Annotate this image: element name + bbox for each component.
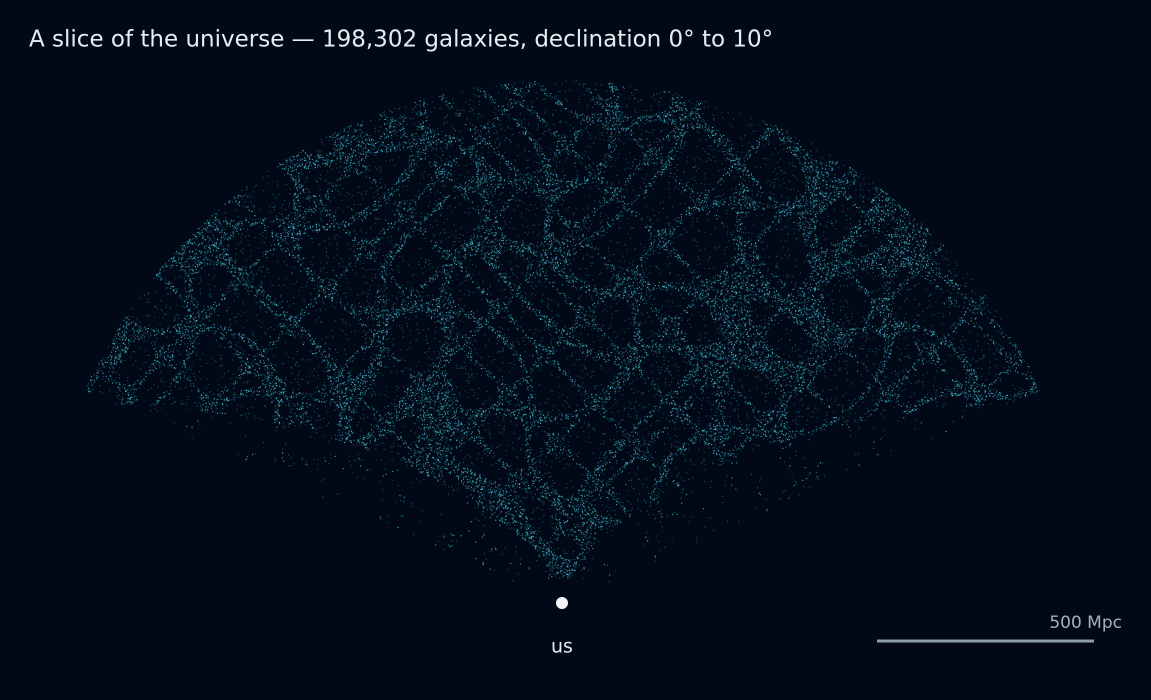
title: A slice of the universe — 198,302 galaxi… [29,27,773,53]
observer-label: us [551,636,573,658]
galaxy-field [86,80,1041,583]
scale-bar-label: 500 Mpc [1049,613,1122,633]
observer-dot [556,597,568,609]
